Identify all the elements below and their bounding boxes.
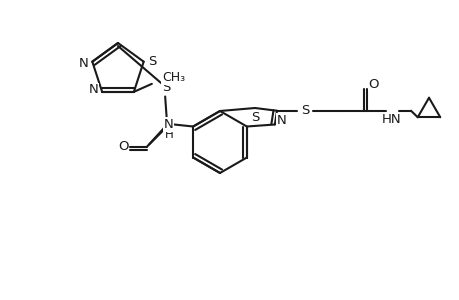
Text: S: S (300, 104, 308, 117)
Text: S: S (162, 81, 170, 94)
Text: H: H (164, 128, 173, 141)
Text: HN: HN (381, 113, 401, 126)
Text: N: N (163, 118, 173, 131)
Text: N: N (78, 57, 88, 70)
Text: CH₃: CH₃ (162, 71, 185, 84)
Text: O: O (368, 78, 378, 91)
Text: O: O (118, 140, 128, 153)
Text: S: S (148, 55, 157, 68)
Text: S: S (250, 110, 258, 124)
Text: N: N (276, 114, 286, 127)
Text: N: N (88, 83, 98, 96)
